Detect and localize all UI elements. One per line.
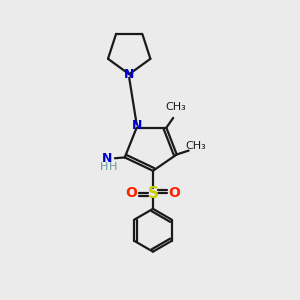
Text: S: S: [148, 186, 158, 201]
Text: H: H: [100, 162, 109, 172]
Text: CH₃: CH₃: [186, 141, 206, 151]
Text: H: H: [109, 162, 118, 172]
Text: N: N: [131, 119, 142, 132]
Text: O: O: [126, 186, 137, 200]
Text: CH₃: CH₃: [166, 102, 187, 112]
Text: N: N: [102, 152, 112, 165]
Text: O: O: [168, 186, 180, 200]
Text: N: N: [124, 68, 134, 81]
